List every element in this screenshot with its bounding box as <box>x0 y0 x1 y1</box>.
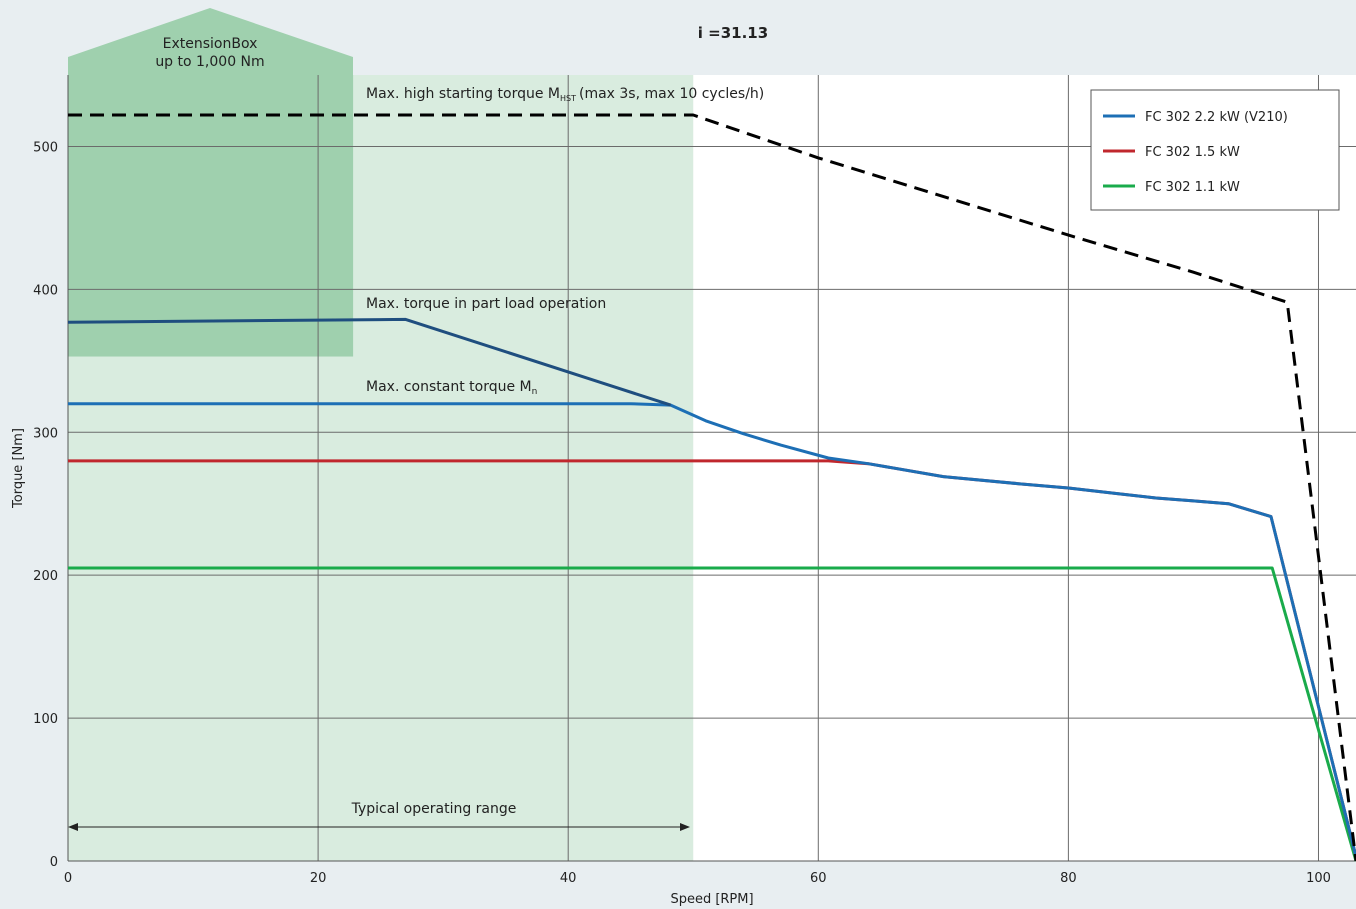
x-tick-label-60: 60 <box>810 871 827 886</box>
x-tick-label-20: 20 <box>310 871 327 886</box>
operating-range-label: Typical operating range <box>351 801 517 817</box>
operating-range-arrow-left-head <box>68 823 78 831</box>
hst-annotation: Max. high starting torque MHST (max 3s, m… <box>366 86 764 103</box>
series-line-2 <box>68 566 1356 862</box>
region-1 <box>68 75 354 357</box>
constant-torque-sub: n <box>532 387 538 397</box>
x-axis-title: Speed [RPM] <box>670 892 753 907</box>
constant-torque-main: Max. constant torque M <box>366 379 532 395</box>
shaded-regions <box>68 75 694 861</box>
series-line-4 <box>68 113 1356 862</box>
hst-annotation-rest: (max 3s, max 10 cycles/h) <box>579 86 764 102</box>
x-tick-labels: 0 20 40 60 80 100 <box>64 871 1331 886</box>
legend: FC 302 2.2 kW (V210) FC 302 1.5 kW FC 30… <box>1090 89 1340 211</box>
hst-annotation-sub: HST <box>560 94 576 103</box>
extensionbox-label: ExtensionBox <box>163 36 258 52</box>
y-tick-label-0: 0 <box>50 855 58 870</box>
legend-label-1-5kw: FC 302 1.5 kW <box>1145 145 1240 160</box>
y-tick-label-100: 100 <box>33 712 58 727</box>
operating-range-arrow-right-head <box>680 823 690 831</box>
legend-label-2-2kw: FC 302 2.2 kW (V210) <box>1145 110 1288 125</box>
constant-torque-annotation: Max. constant torque Mn <box>366 379 537 397</box>
hst-annotation-main: Max. high starting torque M <box>366 86 560 102</box>
x-tick-label-0: 0 <box>64 871 72 886</box>
extensionbox-arrow-neck <box>68 57 353 75</box>
y-tick-label-500: 500 <box>33 140 58 155</box>
x-tick-label-80: 80 <box>1060 871 1077 886</box>
y-tick-label-200: 200 <box>33 569 58 584</box>
y-tick-labels: 0 100 200 300 400 500 <box>33 140 58 870</box>
chart-title: i =31.13 <box>698 24 768 42</box>
series-line-3 <box>67 317 672 407</box>
series-line-0 <box>68 402 1356 858</box>
extensionbox-sublabel: up to 1,000 Nm <box>155 54 264 70</box>
legend-label-1-1kw: FC 302 1.1 kW <box>1145 180 1240 195</box>
extensionbox-arrow-head <box>68 8 353 57</box>
series-lines <box>67 113 1356 862</box>
x-tick-label-100: 100 <box>1306 871 1331 886</box>
x-tick-label-40: 40 <box>560 871 577 886</box>
y-tick-label-400: 400 <box>33 283 58 298</box>
y-tick-label-300: 300 <box>33 426 58 441</box>
y-axis-title: Torque [Nm] <box>11 428 26 509</box>
part-load-annotation: Max. torque in part load operation <box>366 296 606 312</box>
